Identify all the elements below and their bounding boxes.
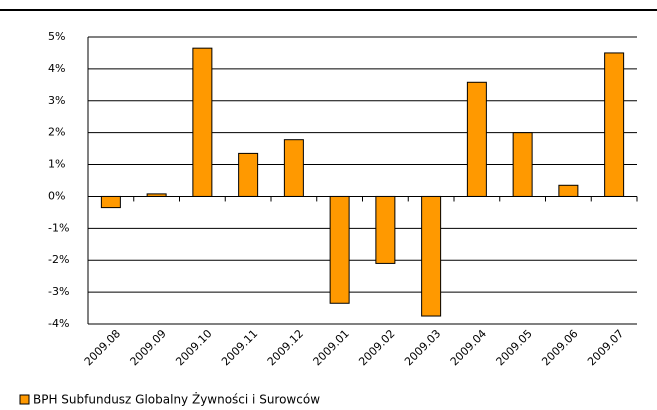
y-tick-label: 4% [48, 62, 65, 75]
y-tick-label: -4% [48, 317, 69, 330]
bar [512, 132, 533, 197]
bar [604, 52, 625, 197]
bar [283, 139, 304, 197]
bar [375, 195, 396, 264]
x-tick-label: 2009.10 [173, 327, 214, 368]
x-tick-label: 2009.04 [448, 327, 489, 368]
x-tick-label: 2009.01 [311, 327, 352, 368]
x-tick-label: 2009.05 [494, 327, 535, 368]
y-tick-label: 0% [48, 189, 65, 202]
bar [558, 184, 579, 197]
x-tick-label: 2009.09 [128, 327, 169, 368]
x-tick-label: 2009.03 [402, 327, 443, 368]
legend-label: BPH Subfundusz Globalny Żywności i Surow… [33, 392, 320, 407]
y-tick-label: 2% [48, 126, 65, 139]
x-tick-label: 2009.08 [82, 327, 123, 368]
bar [238, 152, 259, 197]
y-tick-label: 3% [48, 94, 65, 107]
y-tick-label: 5% [48, 30, 65, 43]
bar [100, 195, 121, 209]
bar [146, 193, 167, 197]
x-tick-label: 2009.12 [265, 327, 306, 368]
x-tick-label: 2009.02 [356, 327, 397, 368]
y-tick-label: -3% [48, 285, 69, 298]
x-tick-label: 2009.06 [539, 327, 580, 368]
legend-swatch [19, 394, 30, 405]
x-tick-label: 2009.11 [219, 327, 260, 368]
bar [192, 47, 213, 197]
y-tick-label: -2% [48, 253, 69, 266]
y-tick-label: 1% [48, 158, 65, 171]
x-tick-label: 2009.07 [585, 327, 626, 368]
bar [421, 195, 442, 317]
y-tick-label: -1% [48, 221, 69, 234]
bar [329, 195, 350, 304]
bar [466, 81, 487, 197]
